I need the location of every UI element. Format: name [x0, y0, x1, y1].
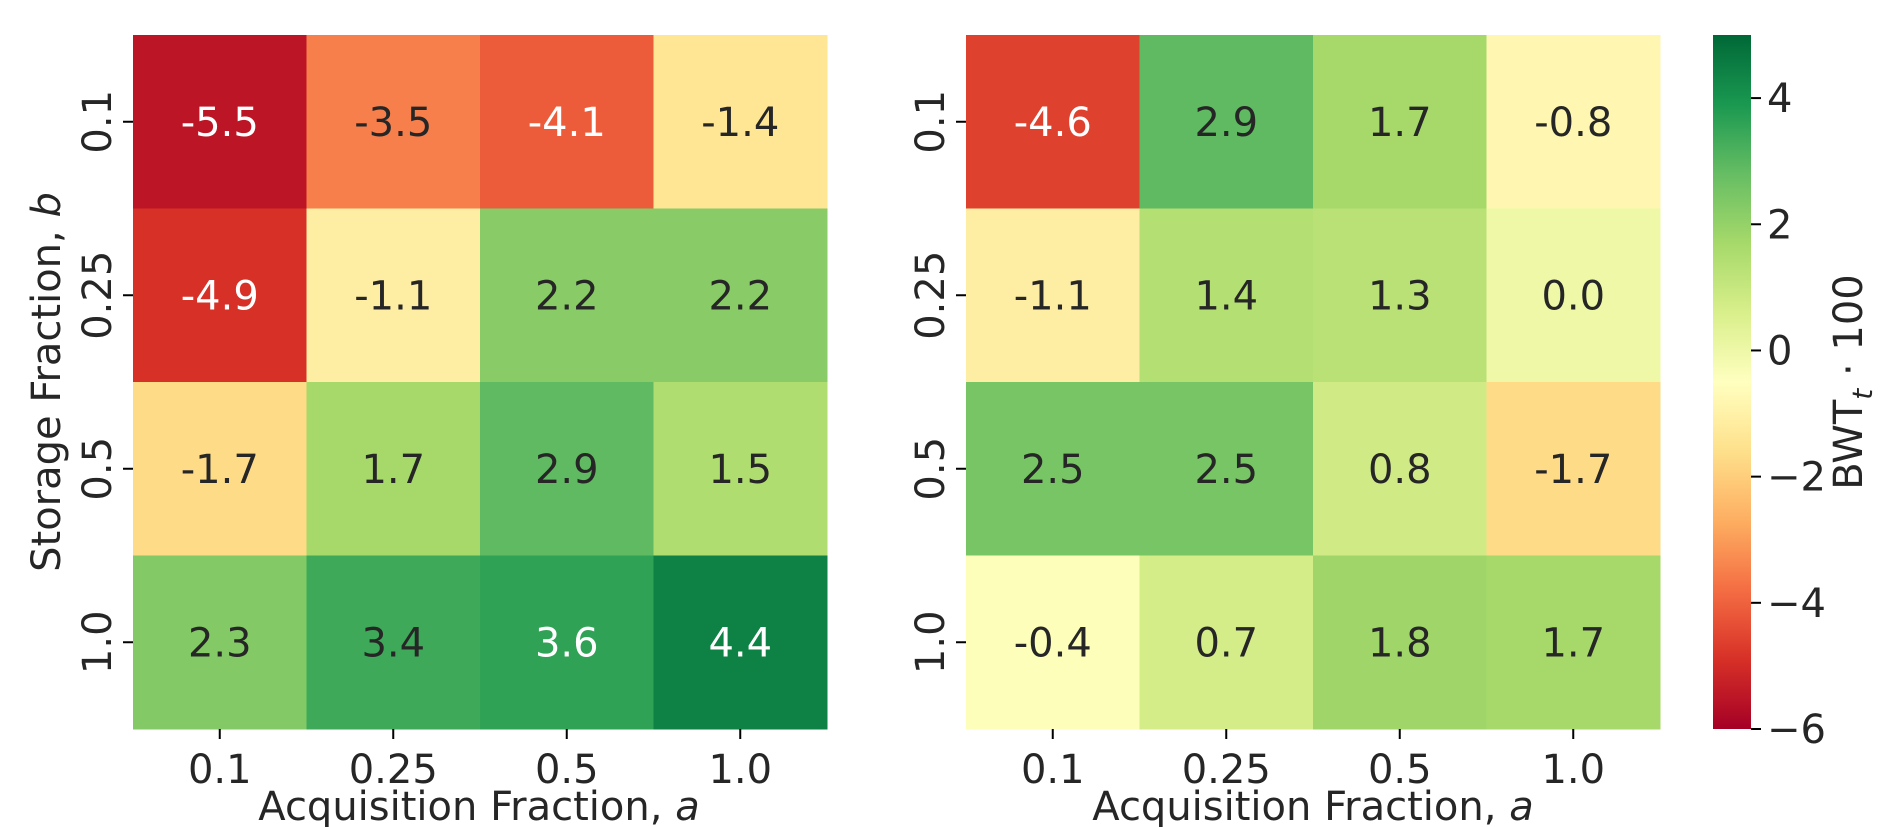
- heatmap-cell: [306, 555, 481, 730]
- cell-value-label: -1.7: [181, 447, 259, 493]
- heatmap-cell: [480, 382, 654, 556]
- cell-value-label: 0.8: [1368, 447, 1432, 493]
- cell-value-label: 4.4: [708, 620, 772, 666]
- cell-value-label: 1.5: [708, 447, 772, 493]
- cell-value-label: 1.7: [361, 447, 425, 493]
- colorbar-tick-label: −6: [1767, 707, 1826, 753]
- cell-value-label: 2.5: [1021, 447, 1085, 493]
- heatmap-cell: [1313, 555, 1487, 730]
- y-axis-label-left: Storage Fraction, b: [24, 192, 70, 572]
- cell-value-label: 2.5: [1194, 447, 1258, 493]
- cell-value-label: -0.8: [1534, 100, 1612, 146]
- cell-value-label: 3.6: [535, 620, 599, 666]
- heatmap-cell: [1139, 555, 1314, 730]
- x-tick-label: 1.0: [1541, 747, 1605, 793]
- heatmap-cell: [480, 35, 654, 209]
- cell-value-label: -4.9: [181, 273, 259, 319]
- cell-value-label: -1.7: [1534, 447, 1612, 493]
- y-tick-label: 1.0: [75, 610, 121, 674]
- colorbar-tick-label: 4: [1767, 76, 1792, 122]
- cell-value-label: -1.4: [701, 100, 779, 146]
- x-tick-label: 0.5: [1368, 747, 1432, 793]
- y-tick-label: 0.5: [908, 437, 954, 501]
- y-tick-label: 0.25: [75, 251, 121, 340]
- colorbar-tick-label: −4: [1767, 581, 1826, 627]
- cell-value-label: -1.1: [1014, 273, 1092, 319]
- cell-value-label: 2.2: [708, 273, 772, 319]
- colorbar-gradient: [1713, 35, 1751, 729]
- heatmap-left: -5.5 -3.5 -4.1 -1.4 -4.9 -1.1 2.2 2.2 -1.7 1.7 2.9…: [75, 35, 828, 793]
- cell-value-label: 1.8: [1368, 620, 1432, 666]
- cell-value-label: 2.9: [1194, 100, 1258, 146]
- heatmap-cell: [966, 382, 1140, 556]
- colorbar-tick-label: 2: [1767, 202, 1792, 248]
- heatmap-cell: [1486, 382, 1661, 556]
- y-tick-label: 0.5: [75, 437, 121, 501]
- heatmap-cell: [1139, 208, 1314, 383]
- colorbar: 4 2 0 −2 −4 −6: [1713, 35, 1826, 753]
- heatmap-cell: [1486, 208, 1661, 383]
- cell-value-label: -5.5: [181, 100, 259, 146]
- x-tick-label: 0.1: [188, 747, 252, 793]
- heatmap-cell: [1313, 35, 1487, 209]
- colorbar-label: BWTt · 100: [1826, 274, 1879, 489]
- heatmap-cell: [1486, 555, 1661, 730]
- heatmap-cell: [480, 555, 654, 730]
- heatmap-cell: [1313, 382, 1487, 556]
- heatmap-cell: [306, 35, 481, 209]
- y-tick-label: 1.0: [908, 610, 954, 674]
- heatmap-cell: [966, 555, 1140, 730]
- cell-value-label: -4.1: [528, 100, 606, 146]
- cell-value-label: -3.5: [354, 100, 432, 146]
- heatmap-cell: [133, 555, 307, 730]
- cell-value-label: 2.9: [535, 447, 599, 493]
- heatmap-cell: [1486, 35, 1661, 209]
- colorbar-tick-label: −2: [1767, 455, 1826, 501]
- cell-value-label: -1.1: [354, 273, 432, 319]
- heatmap-cell: [480, 208, 654, 383]
- heatmap-cell: [306, 208, 481, 383]
- heatmap-cell: [1139, 35, 1314, 209]
- heatmap-cell: [653, 35, 828, 209]
- cell-value-label: 3.4: [361, 620, 425, 666]
- y-tick-label: 0.1: [75, 90, 121, 154]
- y-tick-label: 0.25: [908, 251, 954, 340]
- x-tick-label: 0.5: [535, 747, 599, 793]
- cell-value-label: 2.3: [188, 620, 252, 666]
- heatmap-cell: [133, 382, 307, 556]
- heatmap-cell: [966, 35, 1140, 209]
- heatmap-cell: [133, 35, 307, 209]
- heatmap-cell: [653, 208, 828, 383]
- cell-value-label: 1.7: [1541, 620, 1605, 666]
- x-tick-label: 0.25: [1182, 747, 1271, 793]
- cell-value-label: 1.7: [1368, 100, 1432, 146]
- x-tick-label: 0.25: [349, 747, 438, 793]
- cell-value-label: 0.0: [1541, 273, 1605, 319]
- x-tick-label: 0.1: [1021, 747, 1085, 793]
- heatmap-cell: [653, 555, 828, 730]
- colorbar-tick-label: 0: [1767, 328, 1792, 374]
- x-tick-label: 1.0: [708, 747, 772, 793]
- heatmap-cell: [653, 382, 828, 556]
- cell-value-label: 2.2: [535, 273, 599, 319]
- cell-value-label: 0.7: [1194, 620, 1258, 666]
- heatmap-cell: [966, 208, 1140, 383]
- heatmap-cell: [1139, 382, 1314, 556]
- heatmap-cell: [1313, 208, 1487, 383]
- cell-value-label: -0.4: [1014, 620, 1092, 666]
- cell-value-label: -4.6: [1014, 100, 1092, 146]
- cell-value-label: 1.4: [1194, 273, 1258, 319]
- heatmap-cell: [306, 382, 481, 556]
- x-axis-label-left: Acquisition Fraction, a: [258, 784, 699, 827]
- heatmap-cell: [133, 208, 307, 383]
- heatmap-right: -4.6 2.9 1.7 -0.8 -1.1 1.4 1.3 0.0 2.5 2.5 0.8 -1.7…: [908, 35, 1661, 793]
- cell-value-label: 1.3: [1368, 273, 1432, 319]
- x-axis-label-right: Acquisition Fraction, a: [1092, 784, 1533, 827]
- y-tick-label: 0.1: [908, 90, 954, 154]
